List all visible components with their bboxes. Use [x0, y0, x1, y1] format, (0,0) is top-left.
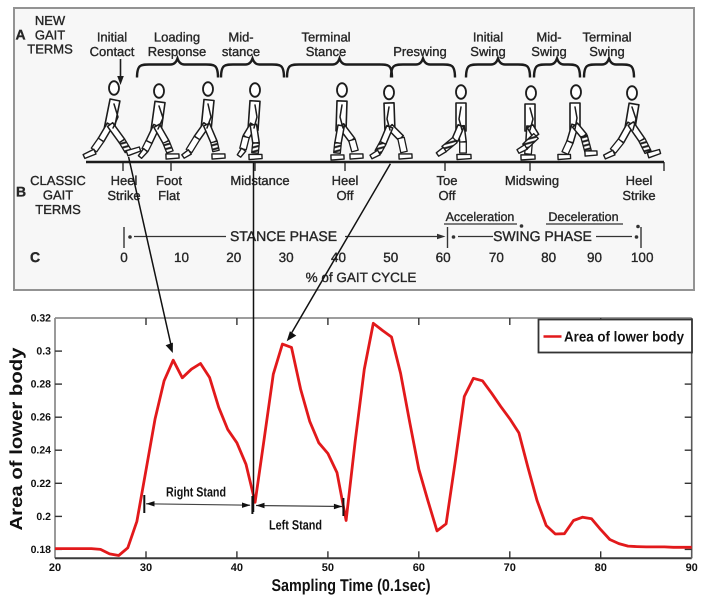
- svg-text:Deceleration: Deceleration: [548, 210, 618, 224]
- svg-text:Response: Response: [148, 44, 207, 59]
- svg-text:Foot: Foot: [156, 173, 182, 188]
- svg-text:CLASSIC: CLASSIC: [30, 173, 86, 188]
- svg-text:Off: Off: [336, 188, 353, 203]
- svg-text:0.18: 0.18: [31, 544, 52, 556]
- svg-text:Initial: Initial: [97, 30, 127, 45]
- svg-text:Heel: Heel: [332, 173, 359, 188]
- svg-text:0.32: 0.32: [31, 313, 52, 325]
- svg-text:Terminal: Terminal: [301, 30, 350, 45]
- svg-text:NEW: NEW: [35, 13, 66, 28]
- svg-text:0.28: 0.28: [31, 379, 52, 391]
- svg-text:0.24: 0.24: [31, 445, 52, 457]
- svg-text:TERMS: TERMS: [27, 42, 73, 57]
- svg-text:Midstance: Midstance: [230, 173, 289, 188]
- svg-text:30: 30: [279, 250, 294, 265]
- svg-text:Swing: Swing: [589, 44, 624, 59]
- svg-text:STANCE PHASE: STANCE PHASE: [230, 228, 337, 244]
- svg-text:Swing: Swing: [470, 44, 505, 59]
- svg-text:Preswing: Preswing: [393, 44, 446, 59]
- svg-text:30: 30: [140, 562, 152, 574]
- svg-text:60: 60: [436, 250, 451, 265]
- svg-text:Heel: Heel: [626, 173, 653, 188]
- svg-text:% of GAIT CYCLE: % of GAIT CYCLE: [306, 270, 417, 285]
- svg-text:Sampling Time (0.1sec): Sampling Time (0.1sec): [272, 576, 431, 595]
- svg-text:70: 70: [504, 562, 516, 574]
- svg-text:80: 80: [541, 250, 556, 265]
- svg-text:Off: Off: [438, 188, 455, 203]
- svg-text:0.26: 0.26: [31, 412, 52, 424]
- svg-text:Heel: Heel: [111, 173, 138, 188]
- svg-text:Area of lower body: Area of lower body: [564, 330, 684, 346]
- svg-text:Initial: Initial: [473, 30, 503, 45]
- svg-text:50: 50: [322, 562, 334, 574]
- svg-text:90: 90: [587, 250, 602, 265]
- svg-text:Area of lower body: Area of lower body: [6, 347, 26, 530]
- svg-text:GAIT: GAIT: [35, 28, 65, 43]
- svg-text:20: 20: [226, 250, 241, 265]
- svg-text:40: 40: [231, 562, 243, 574]
- svg-text:Acceleration: Acceleration: [446, 210, 515, 224]
- svg-text:Toe: Toe: [437, 173, 458, 188]
- svg-text:stance: stance: [222, 44, 260, 59]
- svg-text:40: 40: [331, 250, 346, 265]
- svg-text:Left Stand: Left Stand: [269, 518, 322, 533]
- svg-text:10: 10: [174, 250, 189, 265]
- svg-text:Flat: Flat: [158, 188, 180, 203]
- svg-text:100: 100: [631, 250, 654, 265]
- svg-text:0: 0: [120, 250, 128, 265]
- svg-text:Swing: Swing: [531, 44, 566, 59]
- svg-text:B: B: [16, 184, 26, 200]
- svg-text:Mid-: Mid-: [228, 30, 253, 45]
- svg-text:Strike: Strike: [622, 188, 655, 203]
- svg-text:80: 80: [595, 562, 607, 574]
- svg-text:Midswing: Midswing: [505, 173, 559, 188]
- svg-text:0.2: 0.2: [36, 511, 51, 523]
- svg-text:Stance: Stance: [306, 44, 346, 59]
- svg-text:Right Stand: Right Stand: [166, 485, 226, 500]
- svg-text:0.22: 0.22: [31, 478, 52, 490]
- svg-text:A: A: [16, 27, 26, 43]
- svg-text:GAIT: GAIT: [43, 188, 73, 203]
- svg-text:90: 90: [686, 562, 698, 574]
- svg-text:60: 60: [413, 562, 425, 574]
- svg-text:50: 50: [383, 250, 398, 265]
- svg-text:Contact: Contact: [90, 44, 135, 59]
- svg-text:SWING PHASE: SWING PHASE: [493, 228, 592, 244]
- svg-text:0.3: 0.3: [36, 346, 51, 358]
- svg-text:TERMS: TERMS: [35, 202, 81, 217]
- svg-text:Mid-: Mid-: [536, 30, 561, 45]
- svg-text:Loading: Loading: [154, 30, 200, 45]
- svg-text:Terminal: Terminal: [582, 30, 631, 45]
- svg-text:Strike: Strike: [107, 188, 140, 203]
- svg-text:70: 70: [489, 250, 504, 265]
- svg-text:20: 20: [49, 562, 61, 574]
- svg-text:C: C: [30, 249, 40, 265]
